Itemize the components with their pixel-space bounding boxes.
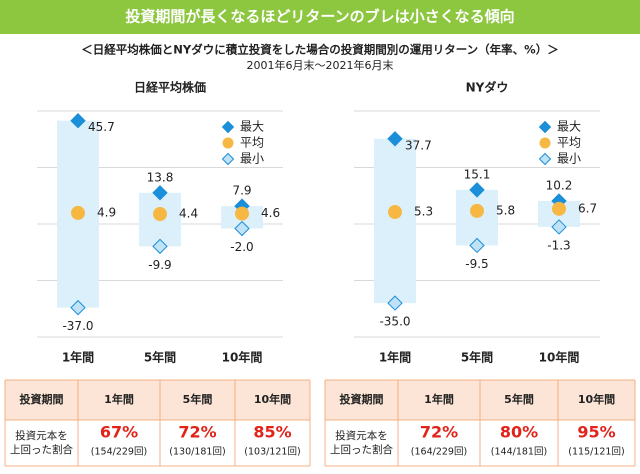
range-bar (374, 138, 416, 304)
value-label: -9.9 (148, 258, 171, 272)
value-label: 4.4 (179, 207, 198, 221)
value-label: 37.7 (405, 138, 432, 152)
point (388, 205, 402, 220)
count: (144/181回) (491, 447, 547, 458)
count: (164/229回) (411, 447, 467, 458)
point (387, 295, 403, 311)
table-header: 投資期間 (340, 392, 384, 406)
legend-marker (221, 120, 235, 134)
point (470, 203, 484, 218)
table-header: 5年間 (504, 392, 534, 406)
period: 2001年6月末～2021年6月末 (247, 58, 394, 72)
value-label: -2.0 (230, 240, 253, 254)
value-label: 10.2 (546, 178, 573, 192)
subtitle: ＜日経平均株価とNYダウに積立投資をした場合の投資期間別の運用リターン（年率、%… (81, 43, 558, 57)
table-header-bg (5, 380, 310, 420)
point (71, 205, 85, 220)
x-tick-label: 10年間 (222, 350, 263, 365)
row-label: 上回った割合 (330, 443, 393, 456)
x-tick-label: 5年間 (144, 350, 176, 365)
percent: 72% (420, 423, 458, 442)
value-label: 7.9 (232, 184, 251, 198)
count: (115/121回) (568, 447, 624, 458)
point (469, 182, 485, 198)
legend-label: 最小 (557, 152, 581, 166)
value-label: -37.0 (62, 319, 93, 333)
count: (103/121回) (244, 447, 300, 458)
percent: 95% (577, 423, 615, 442)
legend-marker (221, 152, 235, 166)
point (469, 237, 485, 254)
point (70, 299, 86, 316)
chart-title: 日経平均株価 (134, 80, 206, 95)
row-label: 投資元本を (335, 429, 388, 442)
table-header: 10年間 (254, 392, 291, 406)
value-label: 4.6 (261, 206, 280, 220)
row-label: 上回った割合 (10, 443, 73, 456)
x-tick-label: 5年間 (461, 350, 493, 365)
point (551, 219, 567, 235)
point (70, 113, 86, 129)
x-tick-label: 10年間 (539, 350, 580, 365)
banner (0, 0, 640, 34)
value-label: 15.1 (464, 167, 491, 181)
percent: 72% (178, 423, 216, 442)
percent: 67% (100, 423, 138, 442)
legend-marker (538, 152, 552, 166)
value-label: -1.3 (547, 238, 570, 252)
count: (130/181回) (169, 447, 225, 458)
value-label: -9.5 (465, 257, 488, 271)
legend-label: 最大 (240, 120, 264, 134)
legend-label: 平均 (240, 136, 264, 150)
table-header: 1年間 (424, 392, 454, 406)
table-header: 10年間 (578, 392, 615, 406)
count: (154/229回) (91, 447, 147, 458)
table-header: 投資期間 (20, 392, 64, 406)
legend-marker (539, 137, 551, 149)
title: 投資期間が長くなるほどリターンのブレは小さくなる傾向 (125, 8, 514, 26)
value-label: 5.3 (414, 205, 433, 219)
legend-label: 最大 (557, 120, 581, 134)
point (234, 220, 250, 237)
value-label: -35.0 (379, 315, 410, 329)
x-tick-label: 1年間 (62, 350, 94, 365)
point (552, 201, 566, 216)
row-label: 投資元本を (15, 429, 68, 442)
point (387, 131, 403, 147)
legend-marker (222, 137, 234, 149)
value-label: 45.7 (88, 120, 115, 134)
point (152, 185, 168, 201)
point (152, 238, 168, 255)
value-label: 6.7 (578, 201, 597, 215)
value-label: 13.8 (147, 170, 174, 184)
point (153, 207, 167, 222)
percent: 85% (253, 423, 291, 442)
point (235, 206, 249, 221)
table-header: 1年間 (104, 392, 134, 406)
legend-label: 最小 (240, 152, 264, 166)
legend-marker (538, 120, 552, 134)
x-tick-label: 1年間 (379, 350, 411, 365)
chart-title: NYダウ (466, 80, 509, 95)
table-body-bg (5, 420, 310, 466)
table-header: 5年間 (183, 392, 213, 406)
percent: 80% (500, 423, 538, 442)
value-label: 5.8 (496, 203, 515, 217)
value-label: 4.9 (97, 205, 116, 219)
legend-label: 平均 (557, 136, 581, 150)
